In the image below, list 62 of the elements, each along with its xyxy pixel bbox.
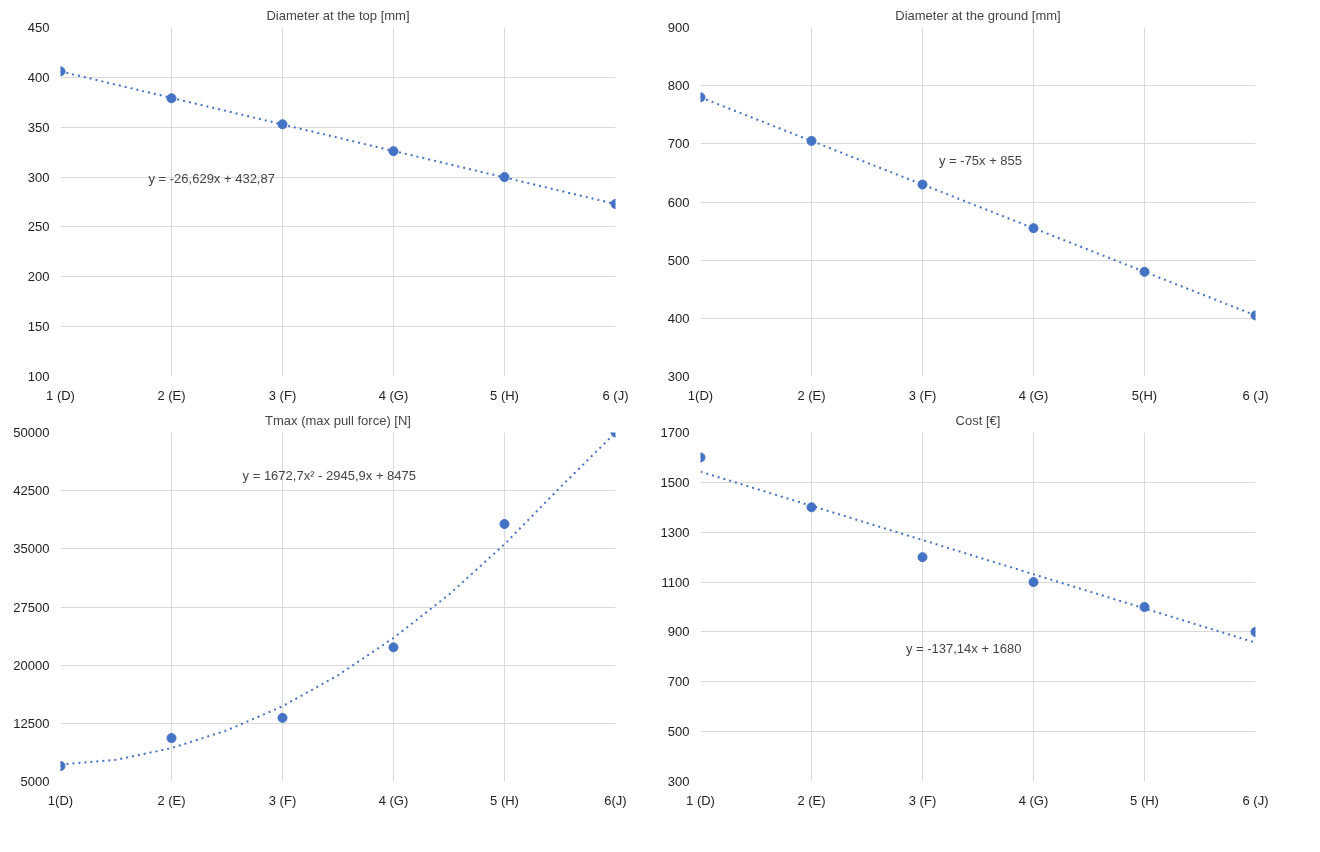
y-tick-label: 900: [667, 624, 690, 640]
y-tick-label: 300: [667, 369, 690, 384]
x-tick-label: 3 (F): [268, 792, 297, 808]
y-tick-label: 12500: [13, 715, 50, 731]
y-tick-label: 35000: [13, 541, 50, 557]
y-tick-label: 250: [27, 219, 50, 235]
y-tick-label: 700: [667, 674, 690, 690]
x-tick-label: 4 (G): [1018, 792, 1049, 808]
x-tick-label: 5 (H): [1130, 792, 1159, 808]
x-tick-label: 1 (D): [686, 792, 715, 808]
x-tick-label: 1(D): [687, 387, 714, 403]
x-tick-label: 2 (E): [157, 387, 186, 403]
x-tick-label: 3 (F): [908, 387, 937, 403]
x-tick-label: 4 (G): [378, 387, 409, 403]
x-tick-label: 1 (D): [46, 387, 75, 403]
annotation: y = 1672,7x² - 2945,9x + 8475: [242, 468, 417, 483]
y-tick-label: 700: [667, 136, 690, 152]
y-tick-label: 1500: [660, 474, 690, 490]
y-tick-label: 600: [667, 194, 690, 210]
y-tick-label: 27500: [13, 599, 50, 615]
y-tick-label: 200: [27, 269, 50, 285]
x-tick-label: 2 (E): [157, 792, 186, 808]
y-tick-label: 400: [667, 310, 690, 326]
x-tick-label: 6 (J): [602, 387, 629, 403]
y-tick-label: 1100: [661, 574, 690, 590]
x-tick-label: 5 (H): [490, 792, 519, 808]
chart-title: Cost [€]: [955, 412, 1001, 428]
y-tick-label: 42500: [13, 483, 50, 499]
x-tick-label: 1(D): [47, 792, 74, 808]
y-tick-label: 400: [27, 69, 50, 85]
y-tick-label: 900: [667, 20, 690, 35]
chart-title: Diameter at the ground [mm]: [895, 7, 1061, 23]
y-tick-label: 450: [27, 20, 50, 35]
y-tick-label: 20000: [13, 657, 50, 673]
annotation: y = -137,14x + 1680: [905, 640, 1022, 656]
y-tick-label: 50000: [13, 425, 50, 440]
y-tick-label: 500: [667, 252, 690, 268]
chart-title: Tmax (max pull force) [N]: [265, 412, 411, 428]
chart-title: Diameter at the top [mm]: [266, 7, 410, 23]
x-tick-label: 5 (H): [490, 387, 519, 403]
x-tick-label: 4 (G): [378, 792, 409, 808]
x-tick-label: 6 (J): [1242, 792, 1269, 808]
x-tick-label: 6 (J): [1242, 387, 1269, 403]
x-tick-label: 2 (E): [797, 792, 826, 808]
y-tick-label: 350: [27, 119, 50, 135]
y-tick-label: 1300: [660, 524, 690, 540]
x-tick-label: 4 (G): [1018, 387, 1049, 403]
x-tick-label: 6(J): [604, 792, 627, 808]
annotation: y = -75x + 855: [938, 153, 1023, 168]
annotation: y = -26,629x + 432,87: [148, 171, 275, 186]
x-tick-label: 3 (F): [268, 387, 297, 403]
y-tick-label: 5000: [20, 774, 50, 789]
y-tick-label: 300: [667, 774, 690, 789]
x-tick-label: 3 (F): [908, 792, 937, 808]
x-tick-label: 2 (E): [797, 387, 826, 403]
y-tick-label: 150: [27, 319, 50, 335]
y-tick-label: 800: [667, 78, 690, 94]
x-tick-label: 5(H): [1131, 387, 1158, 403]
y-tick-label: 500: [667, 724, 690, 740]
y-tick-label: 300: [27, 169, 50, 185]
y-tick-label: 100: [27, 369, 50, 384]
y-tick-label: 1700: [660, 425, 690, 440]
